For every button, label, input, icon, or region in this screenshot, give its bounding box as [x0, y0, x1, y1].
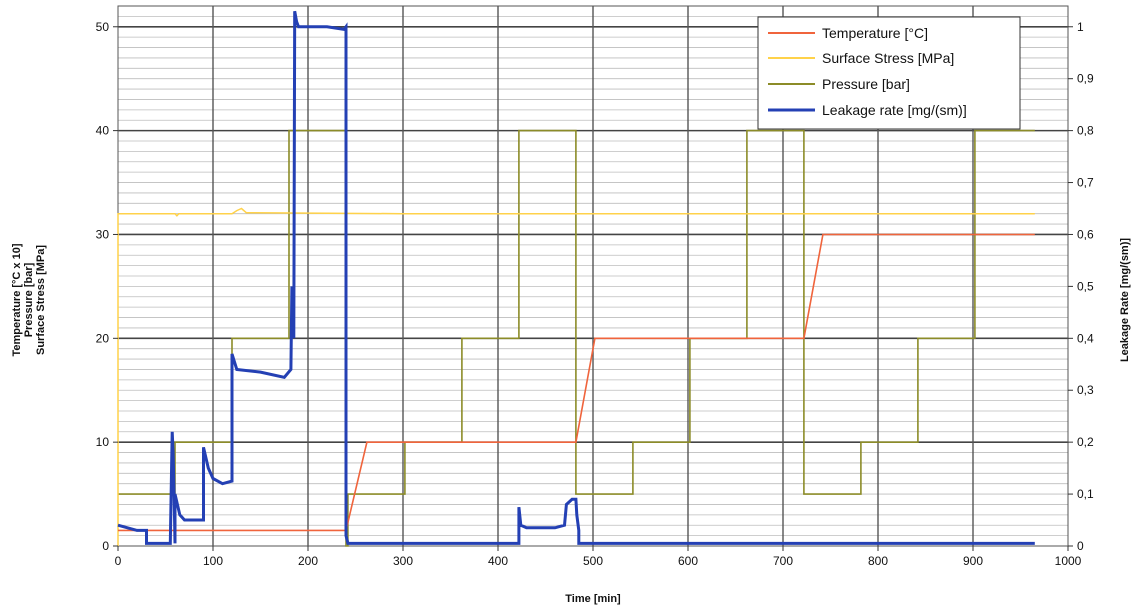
- y-left-tick-label: 50: [96, 20, 110, 34]
- y-right-tick-label: 0,8: [1077, 124, 1094, 138]
- x-tick-label: 900: [963, 554, 983, 568]
- y-right-tick-label: 0,7: [1077, 176, 1094, 190]
- series-layer: [117, 10, 1035, 547]
- y-left-tick-label: 40: [96, 124, 110, 138]
- legend-label-surface-stress: Surface Stress [MPa]: [822, 50, 954, 66]
- x-tick-label: 700: [773, 554, 793, 568]
- series-line-surface: [117, 207, 1035, 546]
- y-right-tick-label: 0,6: [1077, 227, 1094, 241]
- legend-label-temperature: Temperature [°C]: [822, 25, 928, 41]
- y-right-tick-label: 0,1: [1077, 487, 1094, 501]
- y-right-tick-label: 0: [1077, 539, 1084, 553]
- y-left-tick-label: 10: [96, 435, 110, 449]
- series-line-temperature: [118, 233, 1035, 532]
- x-tick-label: 600: [678, 554, 698, 568]
- right-axis-title: Leakage Rate [mg/(sm)]: [1119, 238, 1131, 362]
- x-tick-label: 400: [488, 554, 508, 568]
- left-axis-title-line-3: Surface Stress [MPa]: [35, 245, 47, 355]
- legend-label-pressure: Pressure [bar]: [822, 76, 910, 92]
- axis-layer: 0 100 200 300 400 500 600 700 800 900 100001020304…: [96, 20, 1094, 568]
- left-axis-title-line-2: Pressure [bar]: [23, 262, 35, 337]
- y-left-tick-label: 30: [96, 227, 110, 241]
- series-line-pressure: [118, 129, 1035, 547]
- x-tick-label: 500: [583, 554, 603, 568]
- x-tick-label: 0: [115, 554, 122, 568]
- y-right-tick-label: 0,9: [1077, 72, 1094, 86]
- x-tick-label: 200: [298, 554, 318, 568]
- left-axis-title-line-1: Temperature [°C x 10]: [11, 243, 23, 356]
- left-axis-title: Temperature [°C x 10] Pressure [bar] Sur…: [11, 243, 47, 356]
- x-tick-label: 800: [868, 554, 888, 568]
- x-tick-label: 100: [203, 554, 223, 568]
- y-right-tick-label: 0,3: [1077, 383, 1094, 397]
- y-right-tick-label: 0,4: [1077, 331, 1094, 345]
- x-tick-label: 300: [393, 554, 413, 568]
- y-right-tick-label: 0,5: [1077, 279, 1094, 293]
- legend-label-leakage-rate: Leakage rate [mg/(sm)]: [822, 102, 967, 118]
- legend: Temperature [°C] Surface Stress [MPa] Pr…: [757, 16, 1021, 130]
- y-left-tick-label: 0: [102, 539, 109, 553]
- y-left-tick-label: 20: [96, 331, 110, 345]
- series-line-leakage: [117, 10, 1035, 545]
- y-right-tick-label: 1: [1077, 20, 1084, 34]
- y-right-tick-label: 0,2: [1077, 435, 1094, 449]
- x-axis-title: Time [min]: [565, 593, 621, 605]
- x-tick-label: 1000: [1055, 554, 1082, 568]
